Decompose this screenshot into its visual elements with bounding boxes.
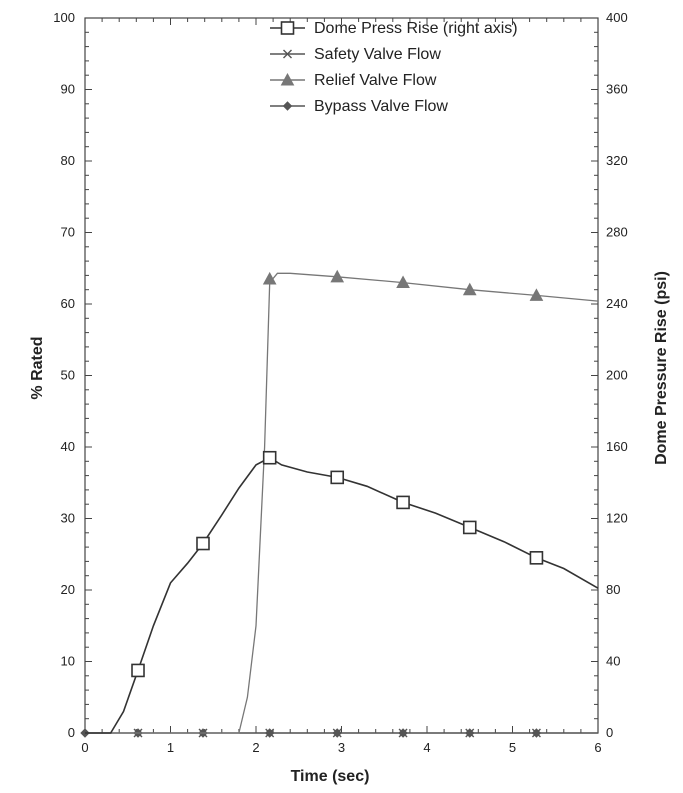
x-tick-label: 3 (338, 740, 345, 755)
y2-tick-label: 320 (606, 153, 628, 168)
square-marker (196, 536, 210, 551)
y2-tick-label: 400 (606, 10, 628, 25)
triangle-marker (529, 288, 544, 301)
legend-label: Dome Press Rise (right axis) (314, 20, 518, 37)
y-tick-label: 60 (61, 296, 75, 311)
y-tick-label: 30 (61, 511, 75, 526)
y-tick-label: 90 (61, 82, 75, 97)
triangle-marker (262, 271, 277, 285)
y-tick-label: 20 (61, 582, 75, 597)
square-marker (529, 551, 544, 565)
y-axis-label: % Rated (29, 336, 46, 399)
diamond-marker (465, 728, 475, 738)
diamond-marker (332, 728, 342, 738)
y2-tick-label: 120 (606, 511, 628, 526)
square-marker (262, 450, 277, 465)
legend-label: Relief Valve Flow (314, 72, 437, 89)
legend-label: Safety Valve Flow (314, 46, 441, 63)
series-line (85, 272, 599, 734)
legend-label: Bypass Valve Flow (314, 98, 448, 115)
y2-tick-label: 280 (606, 225, 628, 240)
square-marker (330, 470, 345, 485)
x-tick-label: 2 (252, 740, 259, 755)
legend-entry: Safety Valve Flow (270, 46, 441, 63)
x-tick-label: 6 (594, 740, 601, 755)
y-tick-label: 10 (61, 654, 75, 669)
triangle-marker (330, 269, 345, 283)
x-tick-label: 4 (423, 740, 430, 755)
y2-tick-label: 40 (606, 654, 620, 669)
y2-tick-label: 200 (606, 368, 628, 383)
legend-entry: Bypass Valve Flow (270, 98, 448, 115)
y2-tick-label: 360 (606, 82, 628, 97)
series-line (85, 456, 599, 734)
square-marker (131, 663, 145, 678)
series-relief-valve-flow (85, 269, 599, 734)
y-tick-label: 80 (61, 153, 75, 168)
y-tick-label: 50 (61, 368, 75, 383)
x-marker-stroke (283, 49, 292, 59)
series-dome-press-rise-right-axis (85, 450, 599, 734)
triangle-marker (280, 72, 295, 86)
legend: Dome Press Rise (right axis) Safety Valve… (270, 20, 518, 115)
y2-tick-label: 240 (606, 296, 628, 311)
legend-entry: Dome Press Rise (right axis) (270, 20, 518, 37)
diamond-marker (531, 728, 542, 738)
x-axis-label: Time (sec) (291, 768, 370, 785)
x-tick-label: 1 (167, 740, 174, 755)
x-tick-label: 0 (81, 740, 88, 755)
square-marker (462, 520, 477, 535)
y-tick-label: 100 (53, 10, 75, 25)
triangle-marker (462, 282, 477, 296)
plot-frame (84, 17, 599, 734)
diamond-marker (282, 101, 293, 111)
square-marker (396, 495, 410, 510)
series-layer (80, 269, 599, 738)
plot-axes: 0 1 2 3 4 5 6010203040506070809010004080120160… (53, 10, 627, 755)
y2-tick-label: 0 (606, 725, 613, 740)
y-tick-label: 40 (61, 439, 75, 454)
y2-axis-label: Dome Pressure Rise (psi) (653, 271, 670, 465)
y-tick-label: 70 (61, 225, 75, 240)
y2-tick-label: 160 (606, 439, 628, 454)
triangle-marker (396, 275, 410, 289)
diamond-marker (398, 728, 408, 738)
y2-tick-label: 80 (606, 582, 620, 597)
legend-entry: Relief Valve Flow (270, 72, 437, 89)
y-tick-label: 0 (68, 725, 75, 740)
diamond-marker (264, 728, 275, 738)
x-tick-label: 5 (509, 740, 516, 755)
x-marker (283, 49, 292, 59)
square-marker (280, 21, 295, 35)
